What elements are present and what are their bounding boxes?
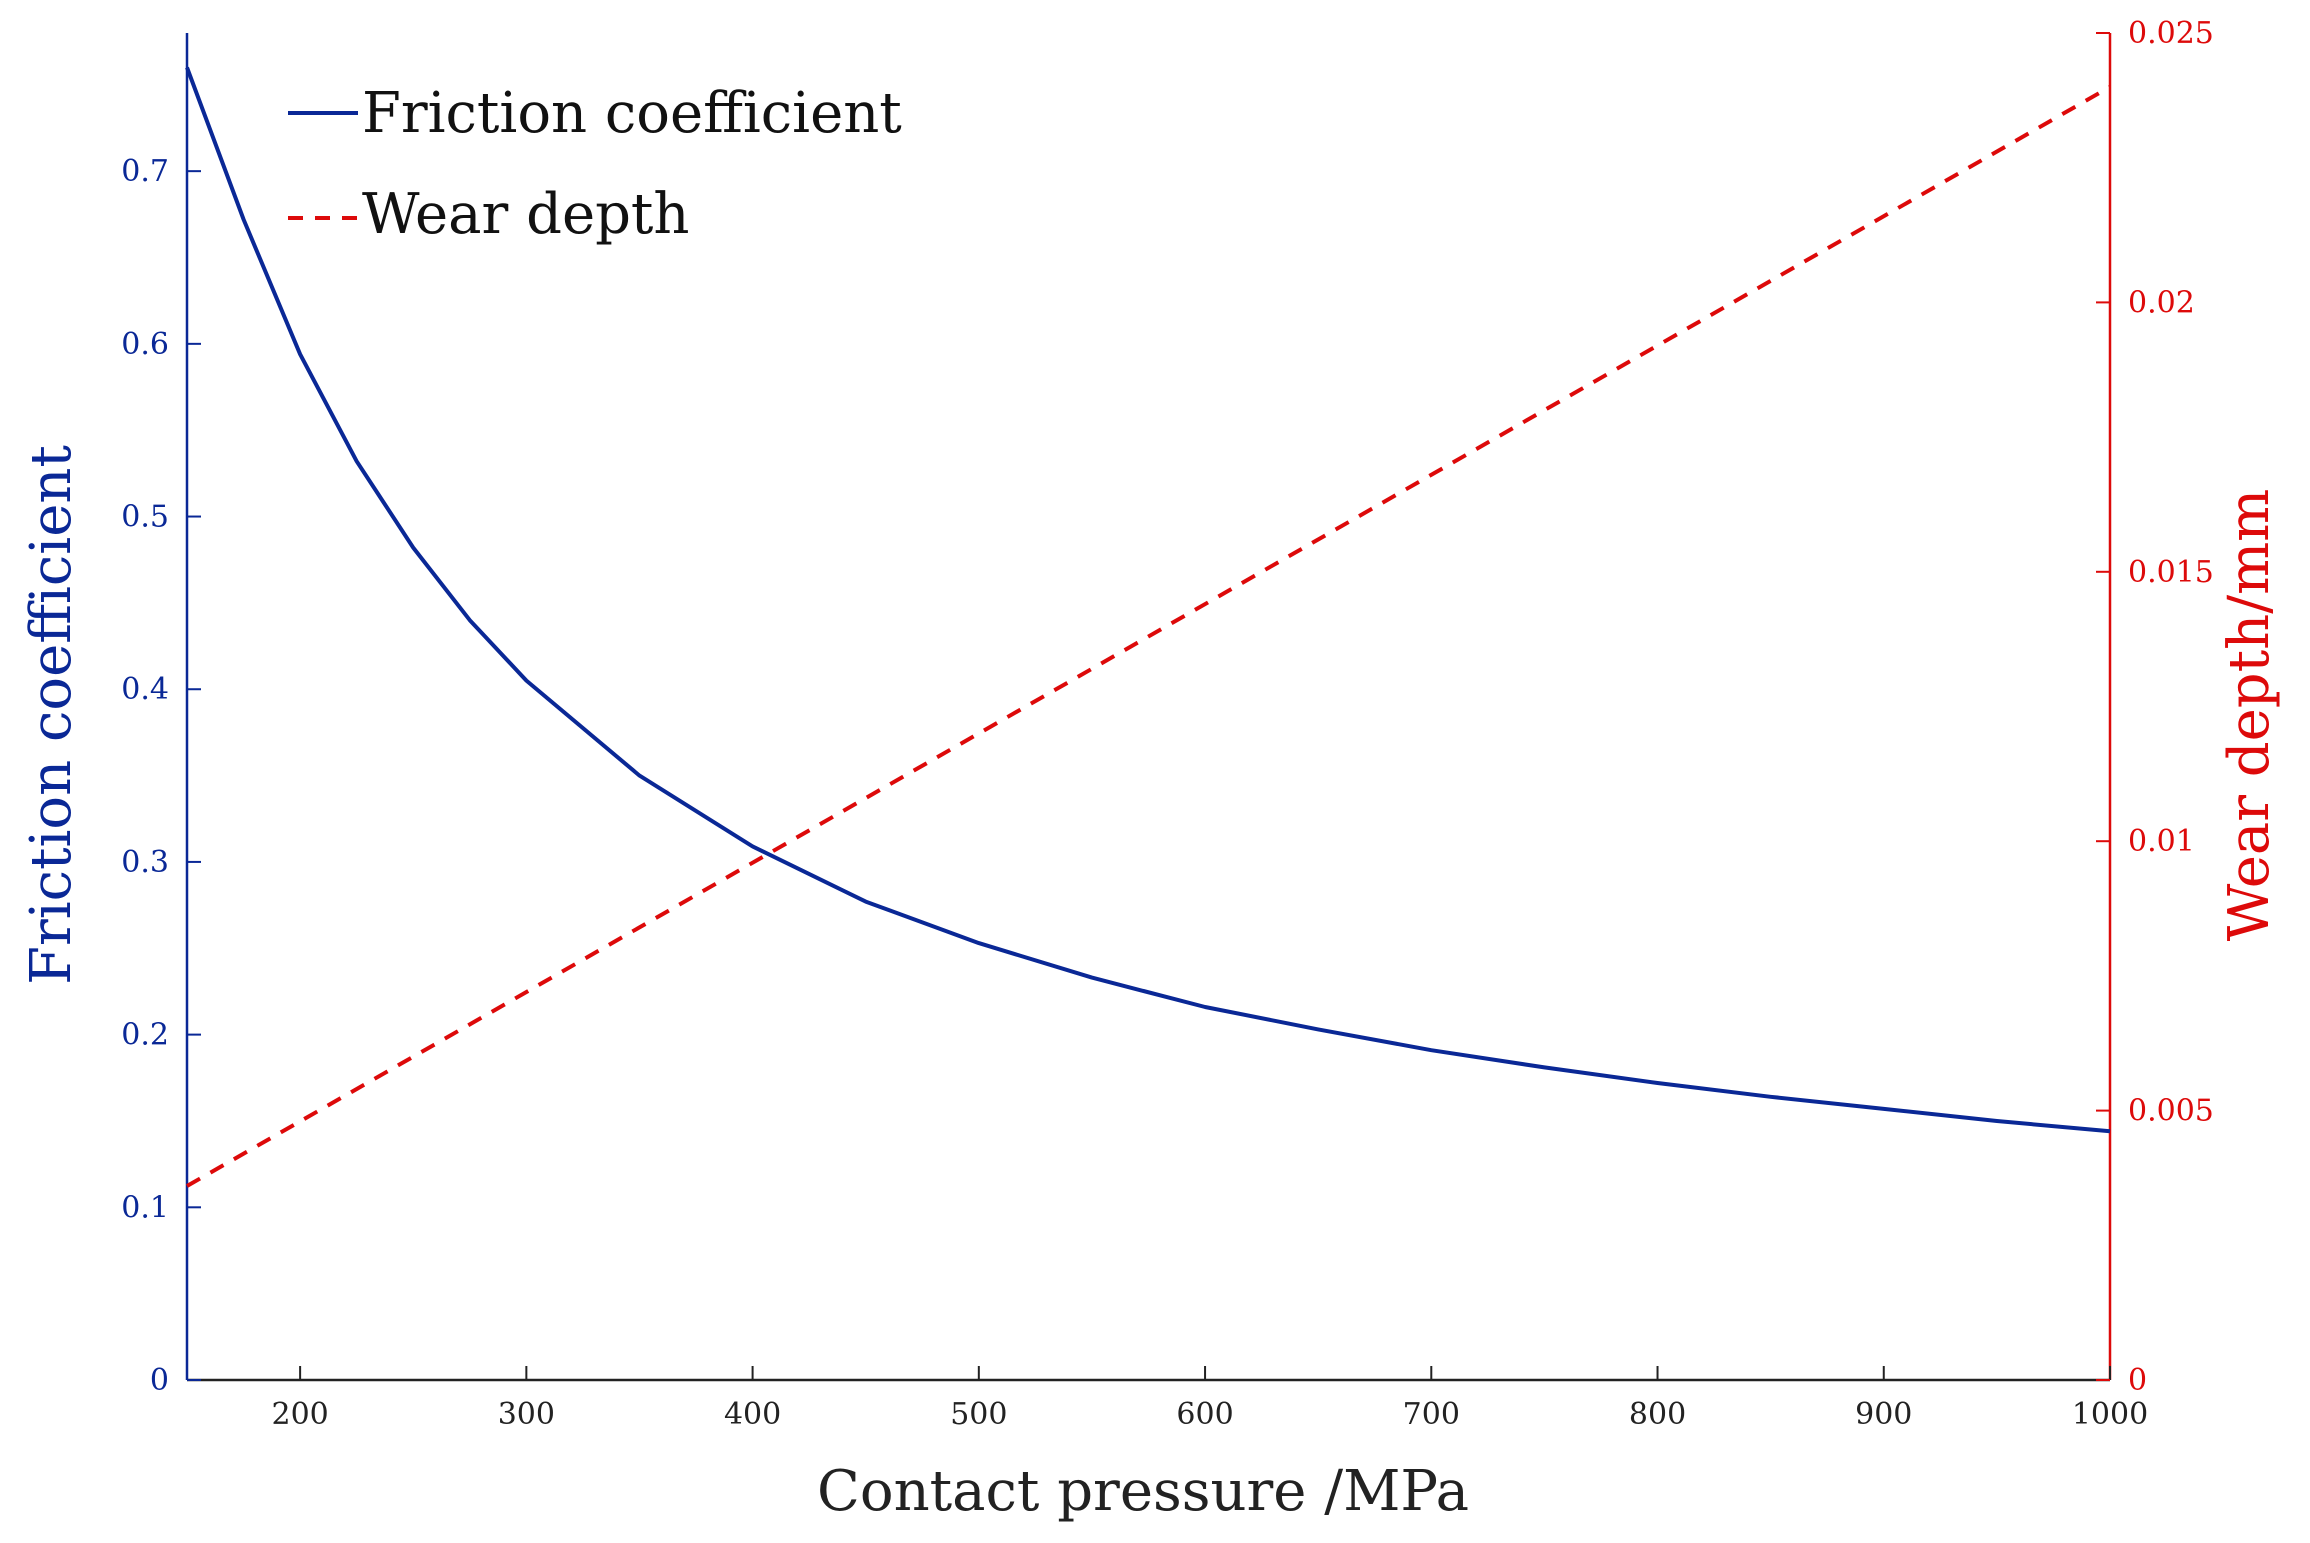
x-tick-label: 300 (498, 1397, 555, 1432)
x-tick-label: 800 (1629, 1397, 1686, 1432)
right-y-tick-label: 0.005 (2128, 1094, 2214, 1129)
x-tick-label: 1000 (2072, 1397, 2148, 1432)
left-y-tick-label: 0.7 (121, 154, 169, 189)
left-y-tick-label: 0.1 (121, 1190, 169, 1225)
left-y-tick-label: 0.2 (121, 1018, 169, 1053)
x-tick-label: 900 (1855, 1397, 1912, 1432)
legend-label-wear: Wear depth (362, 182, 690, 247)
plot-axes: 200 300 400 500 600 700 800 900 100000.10.20.30.… (121, 16, 2214, 1432)
x-tick-label: 500 (950, 1397, 1007, 1432)
right-y-tick-label: 0.015 (2128, 555, 2214, 590)
left-y-tick-label: 0.4 (121, 672, 169, 707)
left-y-tick-label: 0.5 (121, 500, 169, 535)
legend-label-friction: Friction coefficient (362, 81, 902, 146)
left-y-tick-label: 0.3 (121, 845, 169, 880)
x-tick-label: 600 (1176, 1397, 1233, 1432)
right-y-tick-label: 0.01 (2128, 824, 2195, 859)
series-line-friction-coefficient (185, 66, 2111, 1134)
right-y-axis-title: Wear depth/mm (2217, 489, 2282, 942)
x-tick-label: 700 (1403, 1397, 1460, 1432)
right-y-tick-label: 0.02 (2128, 285, 2195, 320)
left-y-tick-label: 0 (150, 1363, 169, 1398)
plot-series (185, 66, 2111, 1188)
x-tick-label: 400 (724, 1397, 781, 1432)
left-y-tick-label: 0.6 (121, 327, 169, 362)
right-y-tick-label: 0 (2128, 1363, 2147, 1398)
series-line-wear-depth (186, 85, 2111, 1188)
right-y-tick-label: 0.025 (2128, 16, 2214, 51)
legend: Friction coefficient Wear depth (288, 81, 902, 247)
left-y-axis-title: Friction coefficient (19, 445, 84, 985)
x-tick-label: 200 (271, 1397, 328, 1432)
x-axis-title: Contact pressure /MPa (817, 1459, 1469, 1524)
